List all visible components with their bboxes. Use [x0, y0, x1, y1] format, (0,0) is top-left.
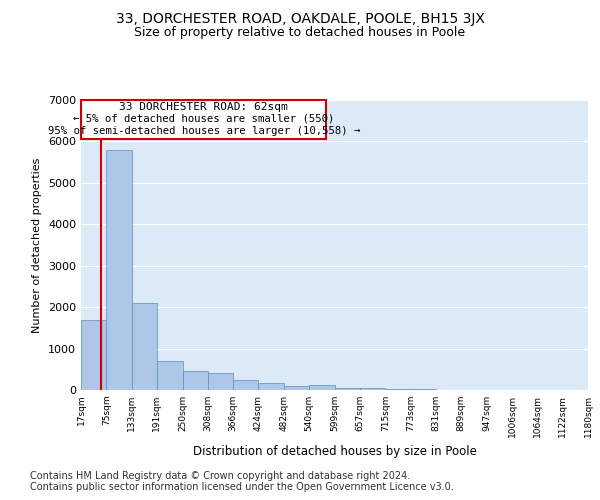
Text: 33 DORCHESTER ROAD: 62sqm: 33 DORCHESTER ROAD: 62sqm [119, 102, 288, 112]
Bar [335, 388, 360, 390]
Text: Size of property relative to detached houses in Poole: Size of property relative to detached ho… [134, 26, 466, 39]
Bar [182, 372, 208, 390]
Text: 95% of semi-detached houses are larger (10,558) →: 95% of semi-detached houses are larger (… [47, 126, 360, 136]
Text: ← 5% of detached houses are smaller (550): ← 5% of detached houses are smaller (550… [73, 114, 334, 124]
Bar [106, 150, 131, 390]
Bar [309, 386, 335, 390]
Bar [157, 361, 182, 390]
Text: 33, DORCHESTER ROAD, OAKDALE, POOLE, BH15 3JX: 33, DORCHESTER ROAD, OAKDALE, POOLE, BH1… [116, 12, 484, 26]
Bar [360, 388, 385, 390]
Text: Contains public sector information licensed under the Open Government Licence v3: Contains public sector information licen… [30, 482, 454, 492]
Bar [233, 380, 259, 390]
Bar [81, 320, 106, 390]
Y-axis label: Number of detached properties: Number of detached properties [32, 158, 43, 332]
Bar [259, 384, 284, 390]
Text: Contains HM Land Registry data © Crown copyright and database right 2024.: Contains HM Land Registry data © Crown c… [30, 471, 410, 481]
Bar [385, 389, 410, 390]
Bar [208, 372, 233, 390]
Bar [131, 303, 157, 390]
X-axis label: Distribution of detached houses by size in Poole: Distribution of detached houses by size … [193, 446, 476, 458]
FancyBboxPatch shape [81, 100, 326, 140]
Bar [284, 386, 309, 390]
